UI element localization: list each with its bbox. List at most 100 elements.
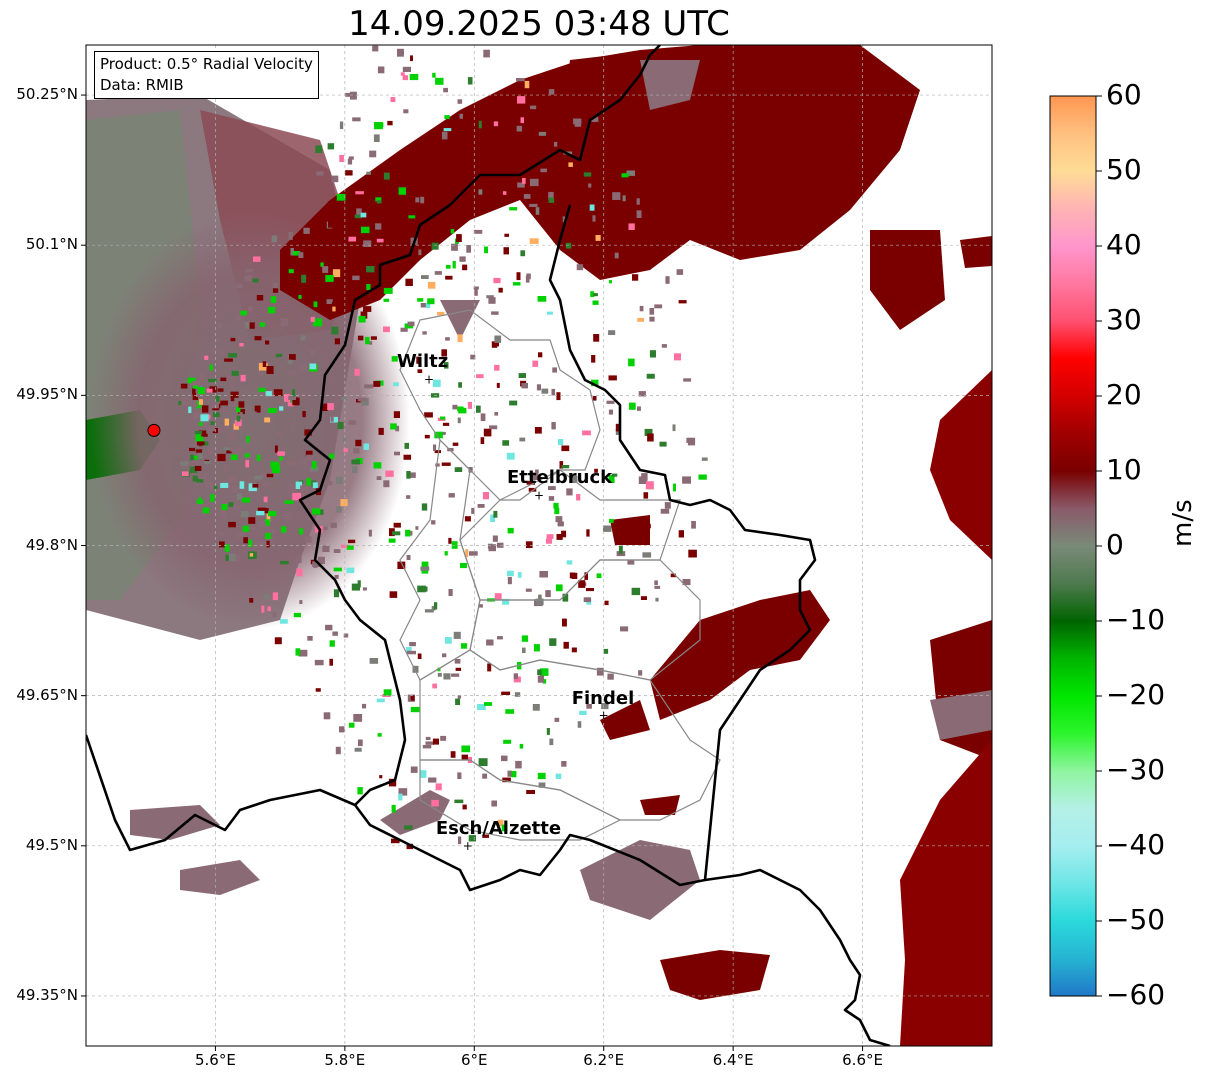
speckle [236,415,241,422]
speckle [522,178,526,184]
speckle [355,439,362,447]
speckle [523,194,531,199]
speckle [608,330,616,335]
speckle [420,196,425,204]
speckle [366,284,371,290]
lat-label: 49.35°N [16,985,78,1004]
speckle [253,256,261,262]
speckle [561,445,570,452]
speckle [509,207,518,211]
speckle [258,521,266,528]
speckle [361,226,370,234]
speckle [393,411,400,418]
product-label: Product: 0.5° Radial Velocity [100,55,313,73]
speckle [204,355,209,360]
speckle [408,472,416,478]
speckle [571,572,578,579]
speckle [266,540,270,548]
speckle [296,568,303,577]
speckle [412,158,416,166]
speckle [335,400,340,404]
speckle [486,295,494,299]
speckle [592,215,596,222]
speckle [291,423,295,431]
speckle [358,315,366,323]
speckle [457,417,461,424]
speckle [453,631,461,639]
speckle [243,537,248,544]
speckle [313,563,318,568]
speckle [573,118,582,125]
speckle [343,633,349,638]
speckle [493,121,499,127]
speckle [363,443,369,450]
speckle [240,374,246,382]
speckle [211,461,215,466]
city-marker: + [599,709,609,723]
speckle [460,563,467,569]
speckle [565,242,572,249]
speckle [526,790,535,794]
speckle [388,538,396,543]
speckle [422,331,427,335]
speckle [698,474,707,480]
speckle [589,204,595,211]
speckle [615,423,619,432]
speckle [398,788,408,796]
speckle [352,117,361,122]
speckle [515,760,522,769]
speckle [497,636,503,640]
speckle [416,356,421,364]
speckle [631,587,641,596]
speckle [393,522,401,528]
speckle [287,370,296,376]
speckle [665,276,670,284]
speckle [193,384,199,389]
speckle [409,642,416,647]
speckle [437,667,441,672]
speckle [224,358,233,362]
speckle [281,526,287,533]
speckle [664,502,671,509]
speckle [642,552,652,558]
data-source-label: Data: RMIB [100,76,184,94]
speckle [602,525,612,532]
speckle [502,598,510,605]
speckle [383,480,390,488]
colorbar-tick-label: −60 [1106,978,1166,1011]
speckle [494,412,499,416]
lon-label: 6.4°E [712,1051,754,1069]
speckle [323,526,328,530]
speckle [210,421,215,426]
speckle [555,584,563,592]
speckle [272,612,277,618]
speckle [254,336,262,341]
speckle [352,275,360,281]
speckle [443,87,448,93]
speckle [368,529,372,537]
speckle [273,389,283,397]
speckle [609,518,614,523]
speckle [425,302,431,308]
speckle [194,465,202,471]
speckle [474,289,478,296]
speckle [551,388,556,396]
speckle [612,192,621,200]
speckle [190,454,194,461]
speckle [545,590,551,598]
speckle [241,497,250,503]
speckle [465,549,469,558]
speckle [473,229,483,234]
speckle [368,341,373,345]
speckle [629,402,636,410]
speckle [517,572,522,578]
speckle [448,537,452,544]
speckle [330,522,337,528]
speckle [403,109,409,114]
speckle [180,383,188,389]
speckle [587,148,593,154]
speckle [551,422,556,430]
speckle [238,401,245,408]
speckle [200,414,209,422]
speckle [269,537,274,545]
